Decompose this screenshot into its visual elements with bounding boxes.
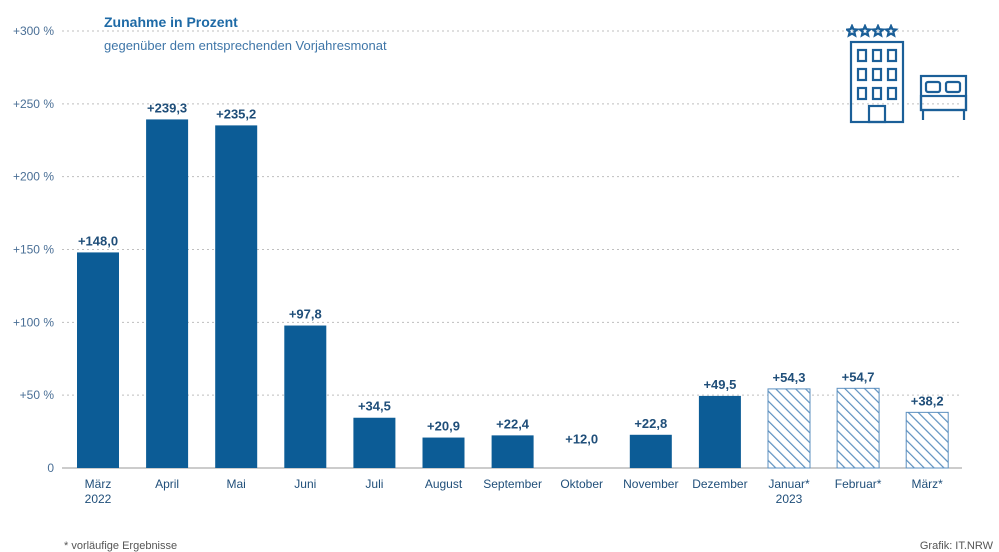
bar bbox=[215, 125, 258, 468]
bar bbox=[284, 325, 327, 468]
bed-icon bbox=[919, 74, 968, 120]
bar-value-label: +239,3 bbox=[147, 100, 187, 115]
y-axis-ticks: 0 +50 % +100 % +150 % +200 % +250 % +300 % bbox=[13, 24, 54, 475]
y-tick-label: +100 % bbox=[13, 315, 54, 329]
bar-value-label: +54,7 bbox=[842, 369, 875, 384]
y-tick-label: +250 % bbox=[13, 97, 54, 111]
x-tick-label: März 2022 bbox=[85, 477, 112, 506]
x-tick-label: April bbox=[155, 477, 179, 491]
y-tick-label: +200 % bbox=[13, 170, 54, 184]
bar-value-label: +148,0 bbox=[78, 233, 118, 248]
x-tick-label: Juli bbox=[365, 477, 383, 491]
chart-title: Zunahme in Prozent bbox=[104, 14, 238, 30]
bars bbox=[77, 119, 949, 469]
bar bbox=[491, 435, 534, 468]
x-tick-label: Januar* 2023 bbox=[768, 477, 810, 506]
y-tick-label: +300 % bbox=[13, 24, 54, 38]
x-tick-label: Oktober bbox=[560, 477, 603, 491]
source-credit: Grafik: IT.NRW bbox=[919, 540, 993, 552]
x-tick-label: Mai bbox=[227, 477, 246, 491]
stars-icon bbox=[846, 24, 899, 38]
hotel-building-icon bbox=[849, 40, 905, 124]
bar-value-label: +34,5 bbox=[358, 399, 391, 414]
x-tick-label: Februar* bbox=[835, 477, 882, 491]
bar-value-label: +49,5 bbox=[703, 377, 736, 392]
x-tick-label: März* bbox=[912, 477, 944, 491]
x-tick-label: Juni bbox=[294, 477, 316, 491]
bar bbox=[146, 119, 189, 468]
bar-value-label: +20,9 bbox=[427, 419, 460, 434]
x-axis-ticks: März 2022 April Mai Juni Juli August September O… bbox=[85, 477, 944, 506]
x-tick-label: Dezember bbox=[692, 477, 747, 491]
bar bbox=[422, 437, 465, 468]
x-tick-label: August bbox=[425, 477, 463, 491]
y-tick-label: +150 % bbox=[13, 243, 54, 257]
x-tick-label: September bbox=[483, 477, 542, 491]
bar-value-label: +54,3 bbox=[773, 370, 806, 385]
bar bbox=[353, 417, 396, 468]
chart-subtitle: gegenüber dem entsprechenden Vorjahresmo… bbox=[104, 38, 387, 53]
bar bbox=[77, 252, 119, 468]
bar bbox=[905, 411, 949, 469]
x-tick-label: November bbox=[623, 477, 678, 491]
bar-value-label: +22,8 bbox=[634, 416, 667, 431]
bar bbox=[698, 395, 741, 468]
hotel-with-bed-icon bbox=[846, 24, 968, 124]
footnote: * vorläufige Ergebnisse bbox=[64, 540, 178, 552]
y-tick-label: +50 % bbox=[20, 388, 55, 402]
y-tick-label: 0 bbox=[47, 461, 54, 475]
bar bbox=[767, 388, 811, 469]
bar bbox=[836, 387, 880, 469]
bar bbox=[629, 434, 672, 468]
bar-value-label: +97,8 bbox=[289, 307, 322, 322]
bar-value-label: +22,4 bbox=[496, 416, 530, 431]
bar-value-label: +12,0 bbox=[565, 432, 598, 447]
bar-value-label: +38,2 bbox=[911, 393, 944, 408]
value-labels: +148,0 +239,3 +235,2 +97,8 +34,5 +20,9 +22,4 +1… bbox=[78, 100, 944, 446]
grid-lines bbox=[62, 30, 962, 469]
bar-value-label: +235,2 bbox=[216, 106, 256, 121]
